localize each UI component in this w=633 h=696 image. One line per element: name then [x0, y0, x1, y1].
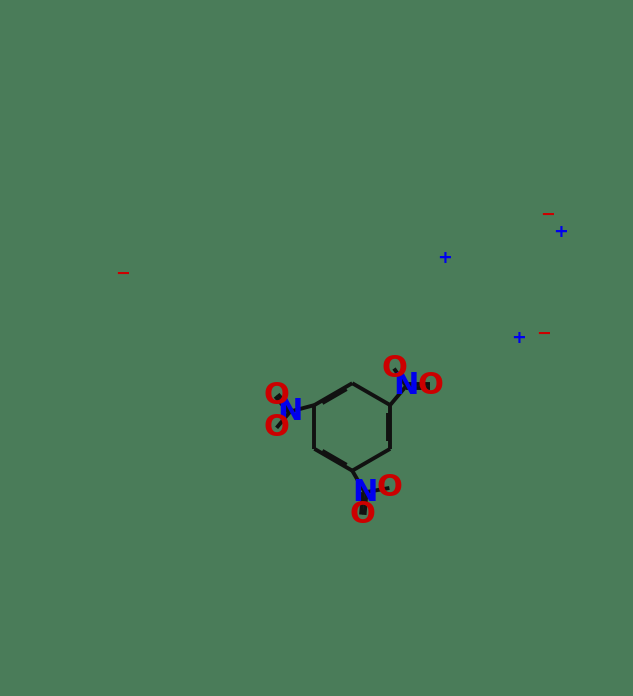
Text: O: O [417, 372, 443, 400]
Text: +: + [511, 329, 526, 347]
Text: N: N [278, 397, 303, 426]
Text: −: − [536, 325, 551, 343]
Text: O: O [264, 413, 289, 443]
Text: +: + [553, 223, 568, 241]
Text: −: − [115, 265, 130, 283]
Text: O: O [381, 354, 407, 383]
Text: O: O [264, 381, 289, 410]
Text: O: O [377, 473, 403, 503]
Text: +: + [437, 248, 451, 267]
Text: N: N [394, 372, 419, 400]
Text: −: − [541, 205, 555, 223]
Text: O: O [350, 500, 376, 529]
Text: N: N [352, 478, 377, 507]
